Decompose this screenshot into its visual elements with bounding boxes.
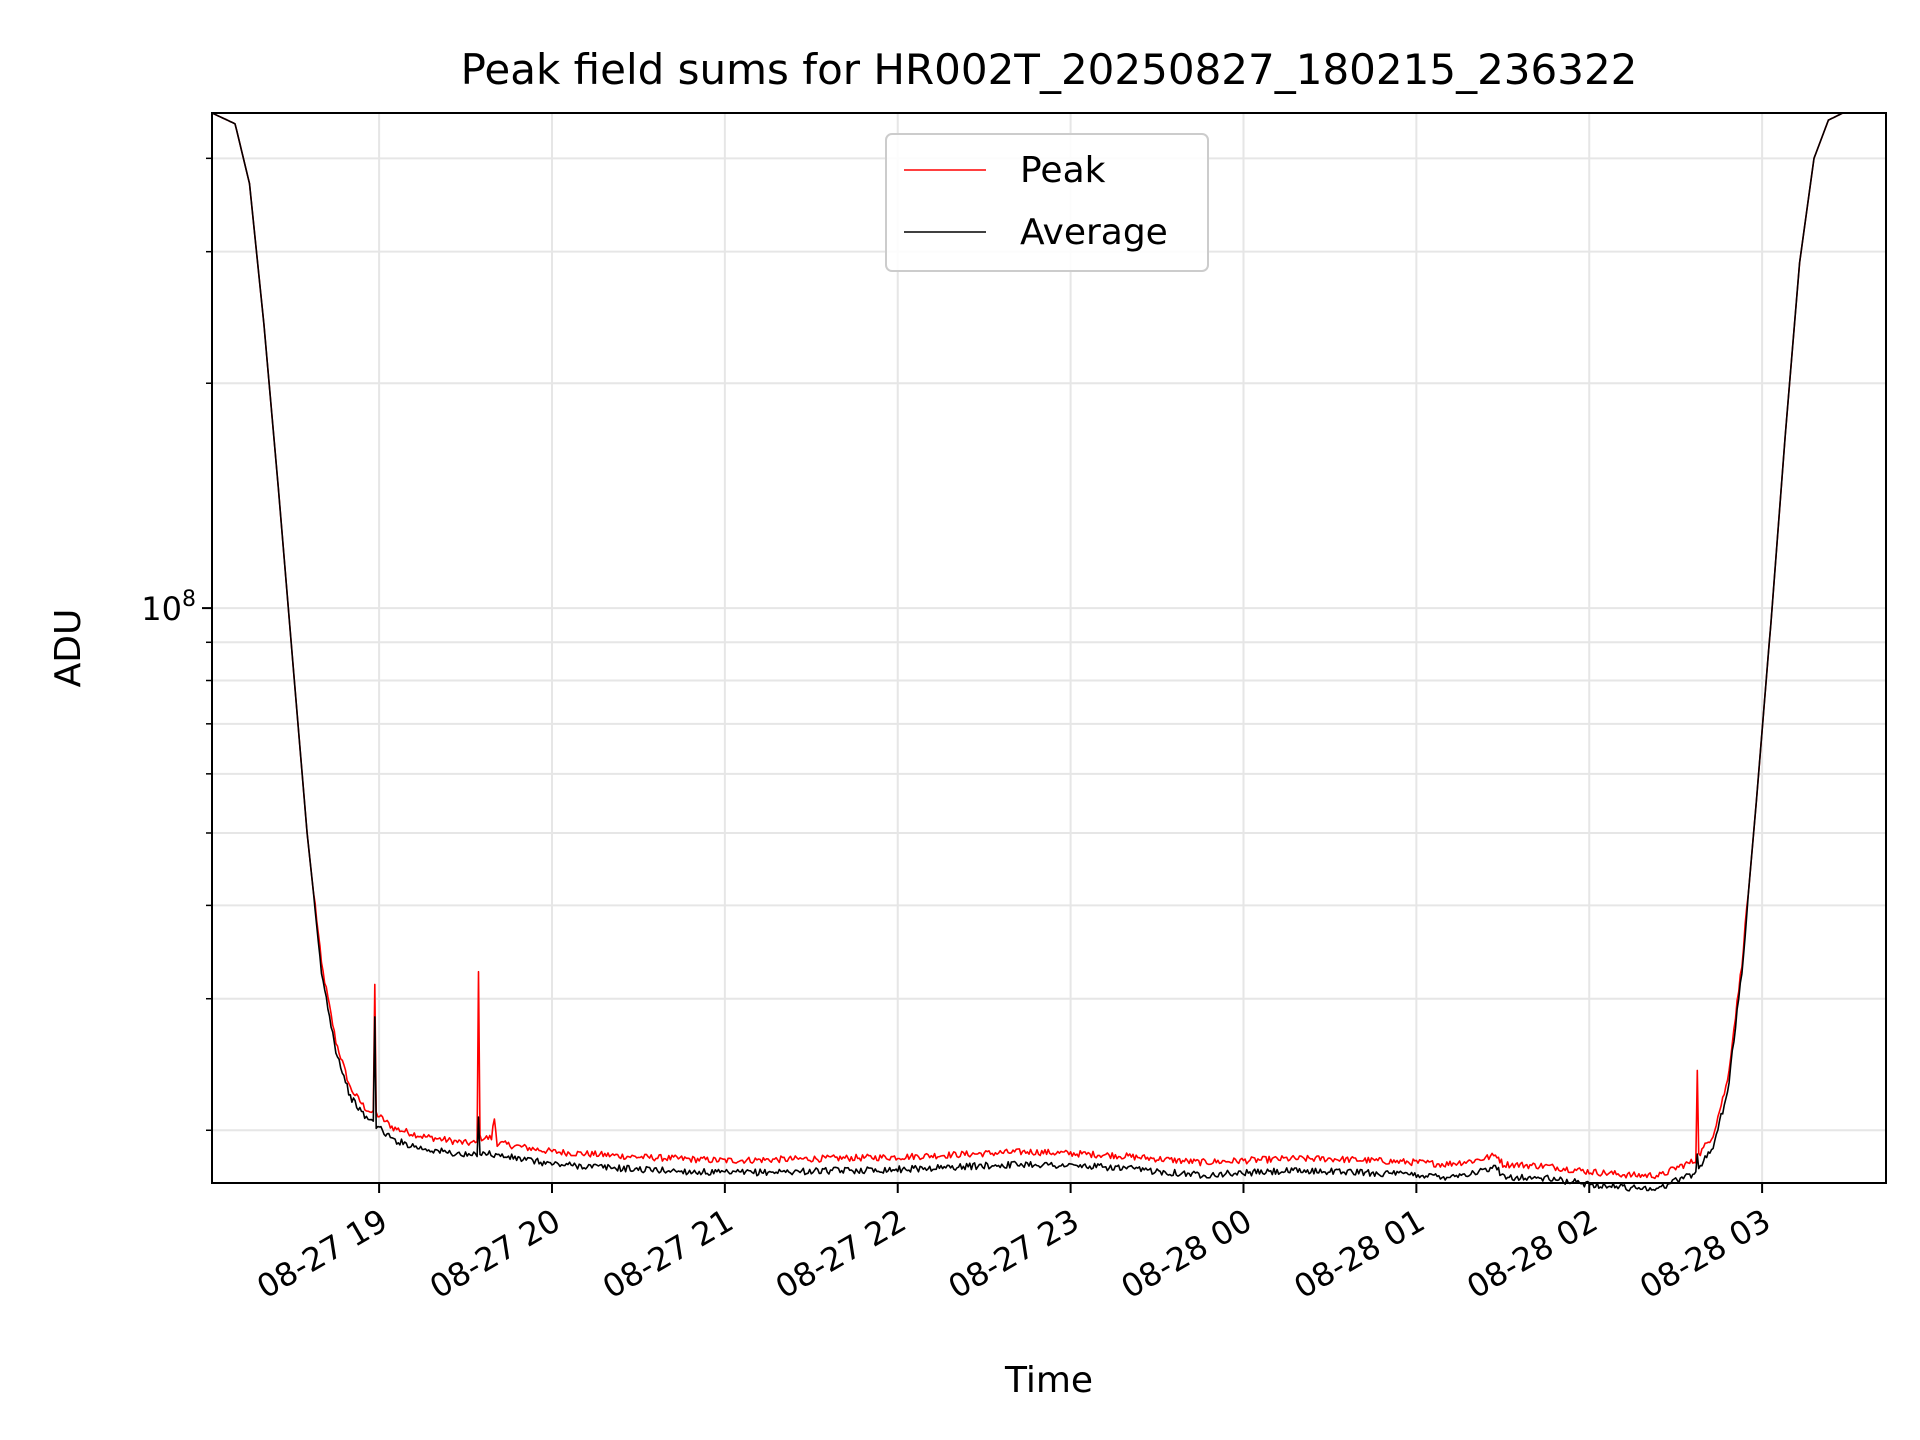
y-axis-label: ADU (48, 609, 89, 688)
chart-title: Peak field sums for HR002T_20250827_1802… (461, 45, 1638, 94)
legend-box (885, 133, 1209, 272)
y-tick-label: 108 (141, 587, 196, 628)
legend-label-average: Average (1020, 212, 1168, 253)
series-line-average (211, 112, 1886, 1192)
series-line-peak (211, 112, 1886, 1180)
x-axis-label: Time (1004, 1360, 1093, 1401)
grid (212, 113, 1886, 1183)
legend: Peak Average (885, 133, 1209, 272)
plot-frame (211, 112, 1887, 1184)
series-layer (211, 112, 1886, 1192)
legend-label-peak: Peak (1020, 150, 1106, 191)
y-axis: 108 (141, 157, 212, 1132)
